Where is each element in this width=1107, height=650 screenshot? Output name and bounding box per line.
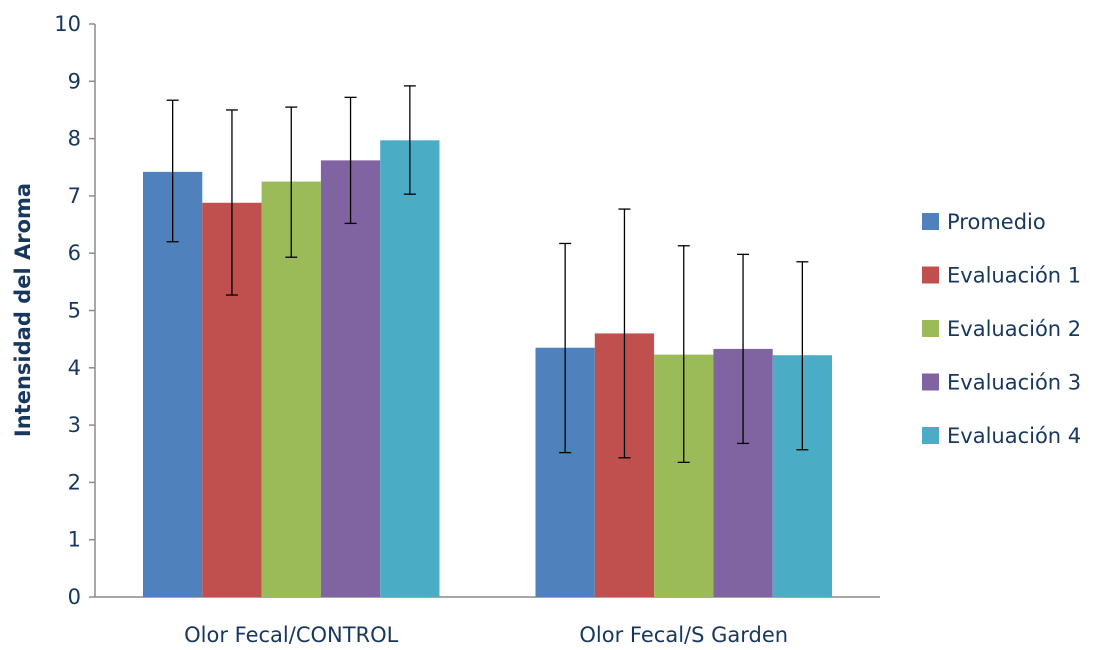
legend: Promedio Evaluación 1 Evaluación 2 Evaluaci… bbox=[922, 210, 1081, 448]
y-tick-label: 2 bbox=[68, 470, 81, 494]
legend-label: Evaluación 2 bbox=[947, 317, 1081, 341]
error-bars bbox=[166, 85, 809, 463]
y-axis-title: Intensidad del Aroma bbox=[11, 183, 35, 437]
legend-label: Evaluación 1 bbox=[947, 264, 1081, 288]
y-tick-label: 7 bbox=[68, 184, 81, 208]
x-category-label: Olor Fecal/CONTROL bbox=[184, 623, 399, 647]
legend-swatch bbox=[922, 266, 939, 284]
legend-swatch bbox=[922, 373, 939, 391]
legend-swatch bbox=[922, 213, 939, 230]
y-tick-label: 6 bbox=[68, 241, 81, 265]
y-axis-title-group: Intensidad del Aroma bbox=[11, 183, 35, 437]
bar bbox=[143, 171, 203, 598]
x-category-label: Olor Fecal/S Garden bbox=[579, 623, 788, 647]
y-tick-label: 10 bbox=[54, 12, 81, 36]
legend-label: Evaluación 4 bbox=[947, 424, 1081, 448]
x-category-labels: Olor Fecal/CONTROL Olor Fecal/S Garden bbox=[184, 623, 788, 647]
y-tick-labels: 0 1 2 3 4 5 6 7 8 9 10 bbox=[54, 12, 95, 609]
y-tick-label: 1 bbox=[68, 528, 81, 552]
bar bbox=[320, 160, 381, 597]
y-tick-label: 3 bbox=[68, 413, 81, 437]
y-tick-label: 0 bbox=[68, 585, 81, 609]
y-tick-label: 5 bbox=[68, 299, 81, 323]
legend-swatch bbox=[922, 427, 939, 444]
legend-label: Promedio bbox=[947, 210, 1046, 234]
y-tick-label: 4 bbox=[68, 356, 81, 380]
bars bbox=[143, 140, 832, 598]
legend-swatch bbox=[922, 320, 939, 337]
legend-label: Evaluación 3 bbox=[947, 371, 1081, 395]
y-tick-label: 9 bbox=[68, 69, 81, 93]
bar bbox=[380, 140, 440, 597]
y-tick-label: 8 bbox=[68, 127, 81, 151]
